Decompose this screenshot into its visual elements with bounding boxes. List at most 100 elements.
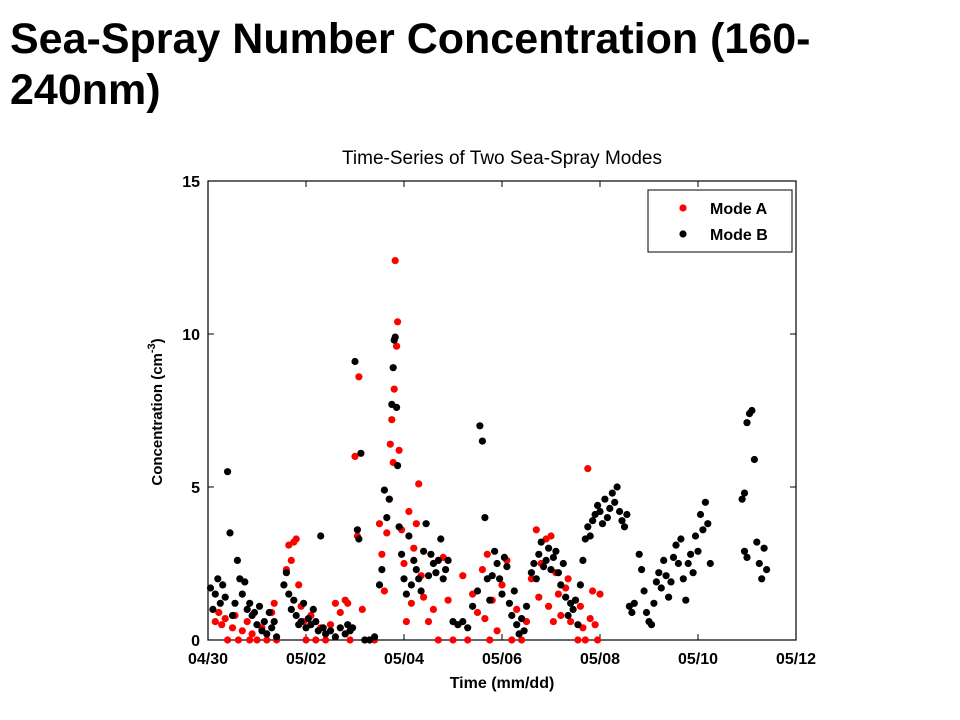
data-point-mode-b	[650, 599, 658, 607]
data-point-mode-b	[493, 559, 501, 568]
y-axis-label: Concentration (cm-3)	[146, 338, 166, 485]
data-point-mode-b	[400, 575, 408, 583]
data-point-mode-b	[586, 532, 594, 540]
data-point-mode-b	[642, 608, 651, 617]
plot-area	[207, 180, 797, 641]
data-point-mode-b	[559, 559, 567, 568]
data-point-mode-a	[211, 618, 219, 626]
data-point-mode-b	[760, 544, 768, 552]
data-point-mode-a	[567, 618, 575, 626]
x-tick-label: 05/10	[678, 651, 718, 668]
data-point-mode-b	[486, 596, 494, 604]
data-point-mode-a	[434, 636, 442, 644]
data-point-mode-b	[282, 569, 290, 577]
data-point-mode-b	[309, 605, 317, 613]
data-point-mode-b	[476, 422, 484, 430]
data-point-mode-b	[336, 624, 344, 632]
data-point-mode-b	[407, 581, 415, 589]
data-point-mode-a	[378, 550, 386, 558]
data-point-mode-b	[579, 556, 587, 564]
data-point-mode-b	[437, 535, 445, 543]
data-point-mode-b	[488, 572, 496, 580]
y-tick-label: 5	[191, 480, 200, 497]
data-point-mode-b	[420, 547, 428, 555]
data-point-mode-a	[410, 544, 418, 552]
data-point-mode-b	[571, 596, 580, 604]
data-point-mode-a	[295, 581, 303, 589]
data-point-mode-a	[246, 636, 254, 644]
data-point-mode-b	[357, 449, 365, 457]
data-point-mode-b	[611, 498, 619, 506]
data-point-mode-b	[398, 550, 406, 558]
legend-label-mode-a: Mode A	[710, 201, 768, 218]
data-point-mode-a	[355, 373, 363, 381]
data-point-mode-b	[576, 581, 584, 589]
data-point-mode-b	[415, 575, 423, 583]
data-point-mode-a	[444, 596, 452, 604]
data-point-mode-b	[513, 621, 521, 629]
data-point-mode-b	[280, 581, 288, 589]
data-point-mode-a	[346, 636, 354, 644]
data-point-mode-a	[473, 608, 482, 617]
data-point-mode-a	[383, 529, 391, 537]
data-point-mode-b	[620, 523, 629, 531]
data-point-mode-b	[667, 578, 675, 586]
y-tick-label: 0	[191, 633, 200, 650]
data-point-mode-a	[412, 520, 420, 528]
data-point-mode-b	[530, 559, 538, 568]
data-point-mode-b	[748, 406, 756, 415]
data-point-mode-b	[238, 590, 246, 598]
data-point-mode-b	[669, 553, 678, 561]
data-point-mode-a	[358, 605, 366, 613]
data-point-mode-b	[432, 569, 440, 577]
data-point-mode-b	[738, 495, 746, 503]
data-point-mode-a	[394, 318, 402, 326]
data-point-mode-b	[219, 581, 227, 589]
x-tick-label: 05/08	[580, 651, 620, 668]
data-point-mode-b	[498, 590, 506, 598]
legend-box	[647, 189, 793, 253]
data-point-mode-b	[508, 611, 516, 620]
data-point-mode-b	[250, 608, 259, 617]
data-point-mode-a	[564, 575, 572, 583]
data-point-mode-b	[287, 605, 295, 613]
data-point-mode-a	[498, 581, 506, 589]
data-point-mode-b	[231, 599, 239, 607]
data-point-mode-b	[233, 556, 241, 564]
data-point-mode-b	[691, 532, 700, 540]
data-point-mode-a	[336, 608, 344, 617]
data-points	[206, 257, 771, 644]
data-point-mode-b	[263, 630, 271, 638]
data-point-mode-a	[478, 566, 486, 574]
data-point-mode-a	[596, 590, 604, 598]
y-axis-ticks: 0 5 10 15	[182, 174, 796, 650]
data-point-mode-a	[312, 636, 320, 644]
y-axis-label-main: Concentration (cm	[149, 353, 166, 486]
data-point-mode-b	[557, 581, 565, 589]
data-point-mode-b	[221, 593, 229, 601]
data-point-mode-b	[522, 602, 531, 610]
data-point-mode-a	[483, 550, 491, 558]
data-point-mode-a	[238, 627, 246, 635]
data-point-mode-b	[635, 550, 643, 558]
data-point-mode-b	[391, 333, 399, 341]
data-point-mode-a	[429, 605, 437, 613]
data-point-mode-a	[508, 636, 516, 644]
data-point-mode-b	[623, 510, 631, 519]
data-point-mode-a	[420, 593, 428, 601]
data-point-mode-b	[214, 575, 222, 583]
data-point-mode-a	[234, 636, 242, 644]
data-point-mode-a	[228, 624, 237, 632]
data-point-mode-b	[549, 553, 557, 561]
data-point-mode-a	[576, 602, 584, 610]
data-point-mode-a	[322, 636, 330, 644]
data-point-mode-a	[224, 636, 232, 644]
data-point-mode-b	[701, 498, 710, 506]
legend: Mode A Mode B	[647, 189, 793, 253]
chart-title: Time-Series of Two Sea-Spray Modes	[342, 148, 662, 169]
data-point-mode-a	[263, 636, 271, 644]
data-point-mode-a	[589, 587, 597, 595]
data-point-mode-b	[393, 403, 401, 411]
data-point-mode-b	[518, 615, 526, 623]
data-point-mode-b	[660, 556, 668, 564]
